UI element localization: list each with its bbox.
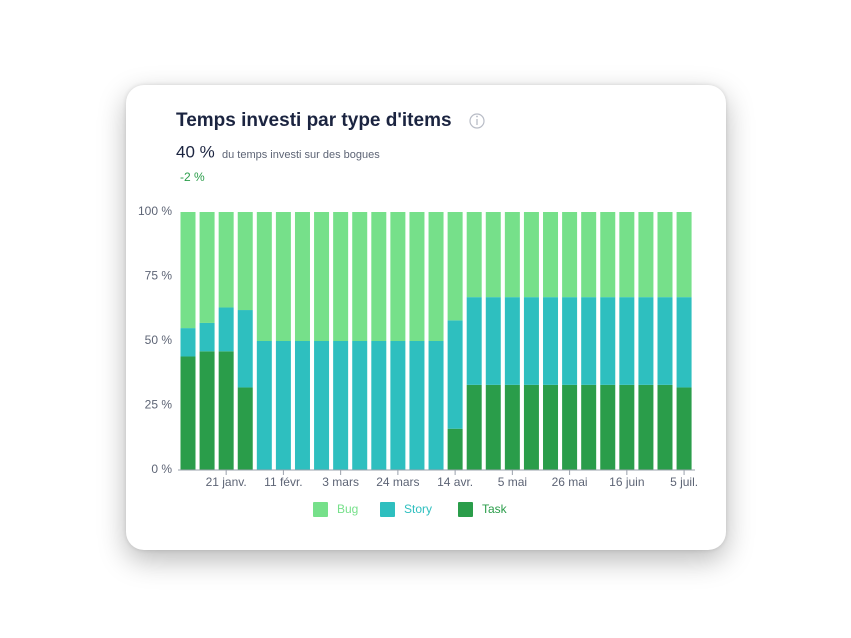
bar-segment (600, 384, 616, 470)
bar-segment (600, 212, 616, 298)
chart-title: Temps investi par type d'items (176, 110, 452, 131)
bar-segment (333, 212, 349, 341)
kpi-value: 40 % (176, 142, 215, 161)
bar-segment (218, 351, 234, 470)
bar-segment (504, 212, 520, 298)
bar-segment (294, 341, 310, 470)
bar-segment (466, 384, 482, 470)
y-tick-label: 75 % (145, 269, 173, 283)
bar-segment (428, 212, 444, 341)
bar-segment (466, 297, 482, 385)
bar-segment (581, 212, 597, 298)
bar-segment (504, 297, 520, 385)
kpi-change: -2 % (180, 170, 205, 184)
x-tick-label: 26 mai (552, 475, 588, 489)
bar-segment (657, 384, 673, 470)
x-tick-label: 5 mai (498, 475, 527, 489)
bar-segment (619, 297, 635, 385)
bar-segment (180, 212, 196, 329)
bar-segment (543, 212, 559, 298)
legend-label: Story (404, 502, 432, 516)
bar-segment (390, 341, 406, 470)
x-tick-label: 14 avr. (437, 475, 473, 489)
bar-segment (581, 384, 597, 470)
bar-segment (466, 212, 482, 298)
bar-segment (237, 212, 253, 311)
bar-segment (218, 307, 234, 352)
bar-segment (428, 341, 444, 470)
info-icon[interactable] (469, 113, 485, 129)
bar-segment (237, 310, 253, 388)
y-tick-label: 50 % (145, 333, 173, 347)
bar-segment (371, 212, 387, 341)
bar-segment (199, 351, 215, 470)
legend-label: Task (482, 502, 508, 516)
bar-segment (352, 341, 368, 470)
bar-segment (180, 328, 196, 357)
bar-segment (275, 212, 291, 341)
bar-segment (333, 341, 349, 470)
bar-segment (447, 428, 463, 470)
bar-segment (562, 384, 578, 470)
x-tick-label: 24 mars (376, 475, 419, 489)
bar-segment (523, 384, 539, 470)
bar-segment (676, 297, 692, 388)
bar-segment (447, 320, 463, 429)
bar-segment (237, 387, 253, 470)
y-tick-label: 25 % (145, 398, 173, 412)
y-tick-label: 100 % (138, 204, 172, 218)
bar-segment (676, 387, 692, 470)
bar-segment (294, 212, 310, 341)
x-tick-label: 5 juil. (670, 475, 698, 489)
bar-segment (352, 212, 368, 341)
bar-segment (485, 297, 501, 385)
legend-label: Bug (337, 502, 358, 516)
bar-segment (600, 297, 616, 385)
bar-segment (199, 212, 215, 323)
bar-segment (447, 212, 463, 321)
bar-segment (371, 341, 387, 470)
bar-segment (218, 212, 234, 308)
x-tick-label: 16 juin (609, 475, 644, 489)
bar-segment (543, 297, 559, 385)
bar-segment (275, 341, 291, 470)
legend-swatch (380, 502, 395, 517)
bar-segment (523, 297, 539, 385)
bar-segment (657, 297, 673, 385)
bar-segment (199, 322, 215, 352)
bar-segment (543, 384, 559, 470)
legend-swatch (458, 502, 473, 517)
legend-swatch (313, 502, 328, 517)
x-tick-label: 3 mars (322, 475, 359, 489)
bar-segment (581, 297, 597, 385)
bar-segment (390, 212, 406, 341)
bar-segment (562, 297, 578, 385)
kpi-caption: du temps investi sur des bogues (222, 149, 380, 161)
bar-segment (256, 212, 272, 341)
bar-segment (562, 212, 578, 298)
bar-segment (256, 341, 272, 470)
bar-segment (619, 212, 635, 298)
bar-segment (676, 212, 692, 298)
x-tick-label: 21 janv. (206, 475, 247, 489)
bar-segment (314, 341, 330, 470)
bar-segment (638, 384, 654, 470)
bar-segment (638, 297, 654, 385)
bar-segment (523, 212, 539, 298)
bar-segment (638, 212, 654, 298)
bar-segment (485, 212, 501, 298)
bar-segment (409, 341, 425, 470)
y-tick-label: 0 % (151, 462, 172, 476)
bar-segment (504, 384, 520, 470)
bar-segment (314, 212, 330, 341)
x-tick-label: 11 févr. (264, 475, 302, 489)
bar-segment (485, 384, 501, 470)
bar-segment (657, 212, 673, 298)
bar-segment (619, 384, 635, 470)
bar-segment (409, 212, 425, 341)
bar-segment (180, 356, 196, 470)
